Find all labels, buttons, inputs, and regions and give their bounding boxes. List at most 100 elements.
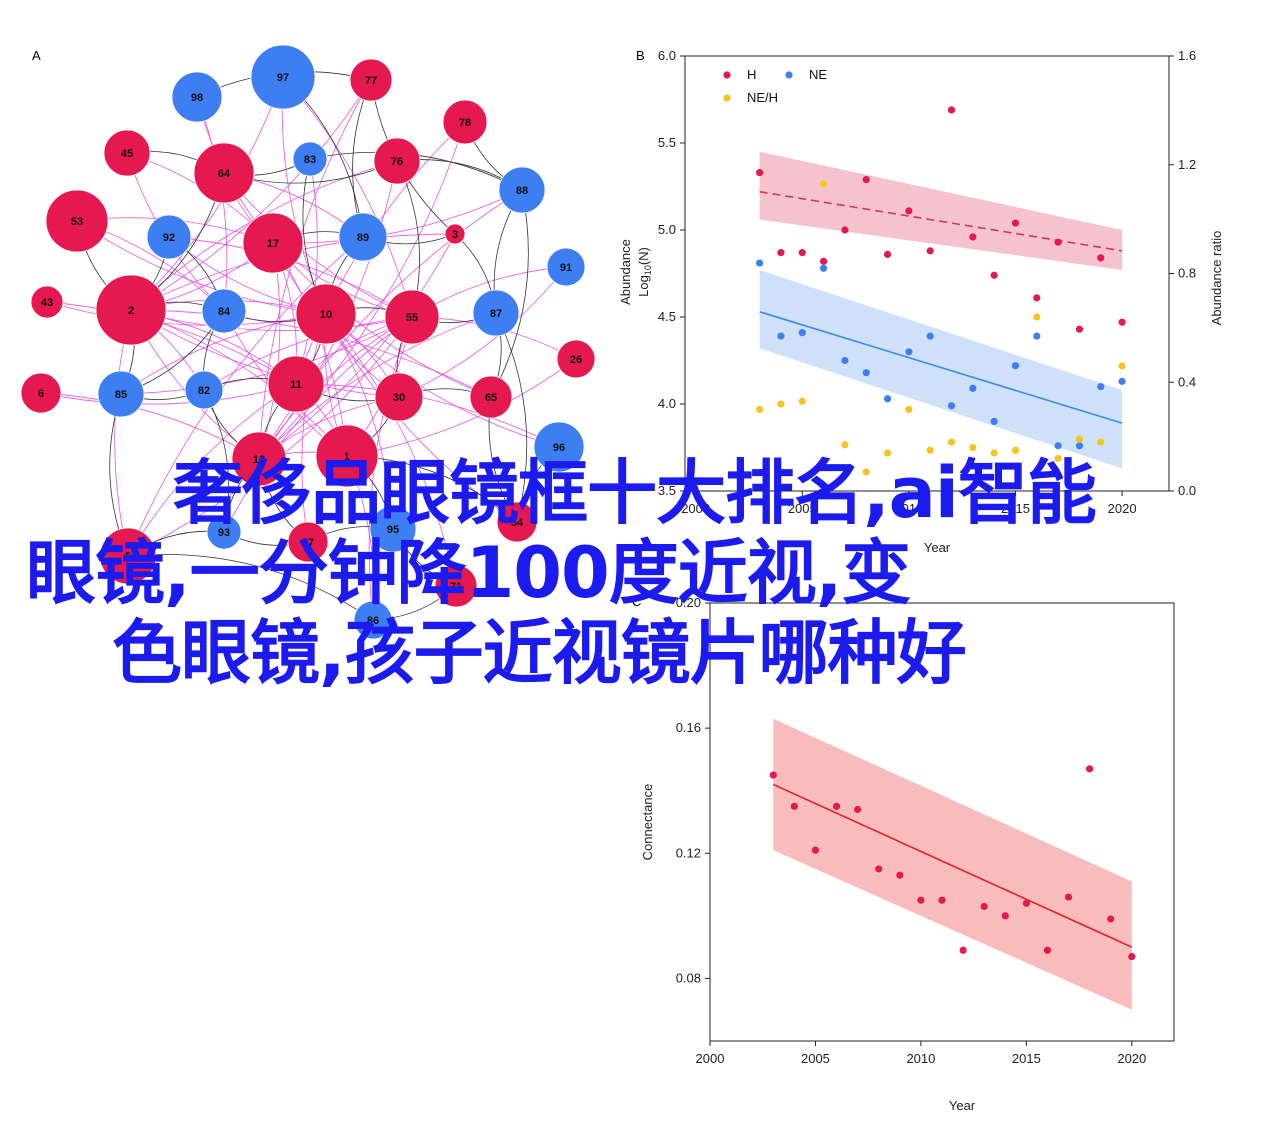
- data-point: [917, 896, 925, 904]
- network-edge-pink: [203, 316, 413, 391]
- network-node: 84: [201, 288, 247, 334]
- network-node-circle: [472, 289, 520, 337]
- y-tick-label: 6.0: [658, 48, 676, 63]
- data-point: [798, 249, 806, 257]
- data-point: [832, 802, 841, 810]
- network-node-label: 97: [277, 72, 289, 84]
- network-node-label: 92: [163, 232, 175, 244]
- network-node-label: 43: [41, 297, 53, 309]
- y-tick-label: 4.5: [658, 309, 676, 324]
- network-node-label: 1: [344, 451, 350, 463]
- network-edge-pink: [40, 383, 297, 405]
- network-node: 53: [45, 189, 109, 253]
- network-node-label: 93: [218, 527, 230, 539]
- data-point: [926, 446, 934, 454]
- network-node: 83: [292, 141, 328, 177]
- data-point: [969, 233, 977, 241]
- x-tick-label: 2000: [696, 1051, 725, 1066]
- b-trend-lines: [759, 190, 1123, 424]
- network-edge-dark: [490, 189, 529, 398]
- network-node: 87: [472, 289, 520, 337]
- network-node-circle: [30, 285, 64, 319]
- network-node-circle: [373, 137, 421, 185]
- network-node-label: 27: [302, 537, 314, 549]
- data-point: [790, 802, 798, 810]
- network-node-label: 6: [38, 388, 44, 400]
- data-point: [896, 871, 904, 879]
- data-point: [905, 207, 913, 215]
- network-node: 1: [315, 424, 379, 488]
- legend-label: H: [747, 67, 756, 82]
- network-node-circle: [496, 501, 538, 543]
- network-node: 54: [496, 501, 538, 543]
- network-node: 3: [444, 223, 466, 245]
- y-tick-label: 3.5: [658, 483, 676, 498]
- network-node-circle: [250, 44, 316, 110]
- c-y-axis-title: Connectance: [640, 784, 655, 861]
- data-point: [1054, 454, 1062, 462]
- data-point: [1118, 318, 1126, 326]
- data-point: [980, 902, 988, 911]
- network-node-circle: [201, 288, 247, 334]
- network-node-label: 64: [218, 168, 231, 180]
- data-point: [926, 332, 934, 340]
- network-node-label: 84: [218, 306, 231, 318]
- network-node-circle: [546, 247, 586, 287]
- network-node-circle: [287, 521, 329, 563]
- network-node-circle: [292, 141, 328, 177]
- b-y-axis-title-log: Log10(N): [636, 247, 653, 297]
- y-tick-label: 0.08: [676, 970, 701, 985]
- network-edge-dark: [127, 553, 374, 621]
- c-trend-line: [772, 783, 1133, 948]
- network-node-circle: [242, 212, 304, 274]
- network-edge-pink: [295, 158, 318, 385]
- network-node: 27: [287, 521, 329, 563]
- network-node-circle: [374, 372, 424, 422]
- legend-label: NE/H: [747, 90, 778, 105]
- network-edge-pink: [325, 313, 457, 587]
- network-node-circle: [95, 274, 167, 346]
- network-node: 10: [295, 283, 357, 345]
- y2-tick-label: 0.4: [1178, 374, 1196, 389]
- data-point: [841, 356, 849, 365]
- network-edge-pink: [325, 313, 560, 448]
- network-node: 6: [20, 372, 62, 414]
- data-point: [1107, 915, 1115, 923]
- data-point: [947, 438, 956, 446]
- network-node-label: 95: [387, 524, 399, 536]
- data-point: [883, 250, 892, 258]
- trend-line: [759, 190, 1123, 252]
- data-point: [1011, 219, 1020, 227]
- data-point: [1128, 952, 1136, 961]
- network-node-label: 77: [365, 75, 377, 87]
- network-node-label: 85: [115, 389, 127, 401]
- data-point: [969, 384, 977, 392]
- network-node-circle: [193, 142, 255, 204]
- network-node-label: 30: [393, 392, 405, 404]
- network-node: 71: [434, 564, 478, 608]
- y2-tick-label: 1.6: [1178, 48, 1196, 63]
- network-node-circle: [444, 223, 466, 245]
- data-point: [862, 175, 870, 184]
- data-point: [777, 249, 785, 257]
- network-node: 76: [373, 137, 421, 185]
- network-edge-pink: [76, 220, 327, 315]
- network-node-label: 2: [128, 305, 134, 317]
- network-node-circle: [97, 370, 145, 418]
- network-edge-pink: [346, 358, 577, 457]
- x-tick-label: 2010: [894, 501, 923, 516]
- network-node-circle: [184, 370, 224, 410]
- data-point: [1011, 362, 1020, 370]
- data-point: [756, 259, 764, 267]
- data-point: [777, 332, 785, 340]
- network-edge-pink: [130, 79, 372, 311]
- network-node-circle: [45, 189, 109, 253]
- x-tick-label: 2010: [906, 1051, 935, 1066]
- y-tick-label: 5.0: [658, 222, 676, 237]
- network-edge-pink: [46, 301, 297, 385]
- network-node-label: 87: [490, 308, 502, 320]
- network-node: 97: [250, 44, 316, 110]
- network-edge-pink: [127, 383, 297, 557]
- network-edge-pink: [258, 233, 456, 460]
- network-node: 26: [556, 339, 596, 379]
